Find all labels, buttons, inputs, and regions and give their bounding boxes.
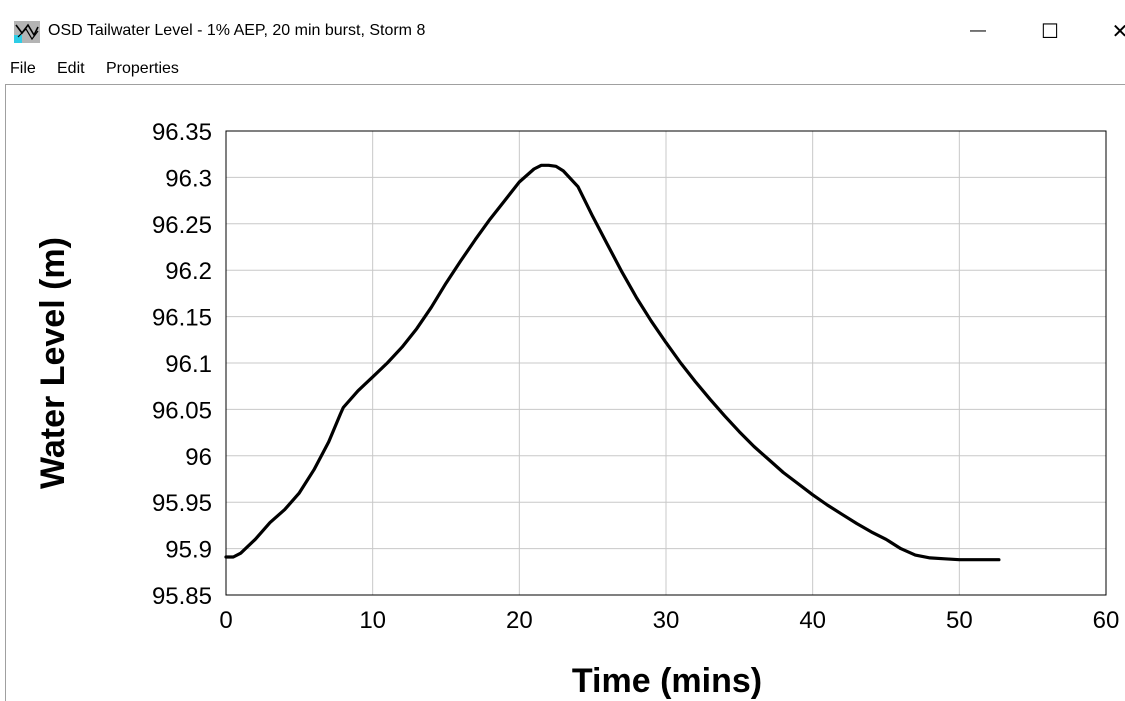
y-tick-label: 96.35 [152, 119, 212, 146]
menu-bar: File Edit Properties [0, 56, 1125, 82]
menu-file[interactable]: File [10, 60, 36, 77]
y-tick-label: 96.1 [165, 351, 212, 378]
y-tick-label: 95.85 [152, 583, 212, 610]
y-tick-label: 95.95 [152, 490, 212, 517]
x-tick-label: 10 [359, 607, 386, 634]
x-tick-label: 60 [1093, 607, 1120, 634]
window-title: OSD Tailwater Level - 1% AEP, 20 min bur… [48, 22, 426, 39]
x-tick-label: 20 [506, 607, 533, 634]
y-tick-label: 95.9 [165, 537, 212, 564]
title-bar: OSD Tailwater Level - 1% AEP, 20 min bur… [0, 0, 1125, 56]
x-tick-label: 50 [946, 607, 973, 634]
menu-edit[interactable]: Edit [57, 60, 85, 77]
close-icon: ✕ [1111, 20, 1125, 43]
x-tick-label: 0 [219, 607, 232, 634]
plot-frame [225, 130, 1107, 596]
maximize-icon: ☐ [1041, 20, 1059, 43]
y-tick-label: 96.3 [165, 165, 212, 192]
water-level-series-line [224, 163, 1001, 562]
x-tick-label: 30 [653, 607, 680, 634]
close-button[interactable]: ✕ [1100, 14, 1125, 48]
y-tick-label: 96 [185, 444, 212, 471]
y-tick-label: 96.25 [152, 212, 212, 239]
x-axis-label: Time (mins) [572, 662, 762, 700]
y-tick-label: 96.15 [152, 305, 212, 332]
minimize-icon: — [970, 22, 986, 39]
x-tick-label: 40 [799, 607, 826, 634]
y-axis-label: Water Level (m) [34, 237, 72, 489]
maximize-button[interactable]: ☐ [1030, 14, 1070, 48]
chart-area [5, 84, 1125, 701]
minimize-button[interactable]: — [958, 14, 998, 48]
y-tick-label: 96.2 [165, 258, 212, 285]
y-tick-label: 96.05 [152, 397, 212, 424]
menu-properties[interactable]: Properties [106, 60, 179, 77]
graph-app-icon [14, 21, 40, 43]
